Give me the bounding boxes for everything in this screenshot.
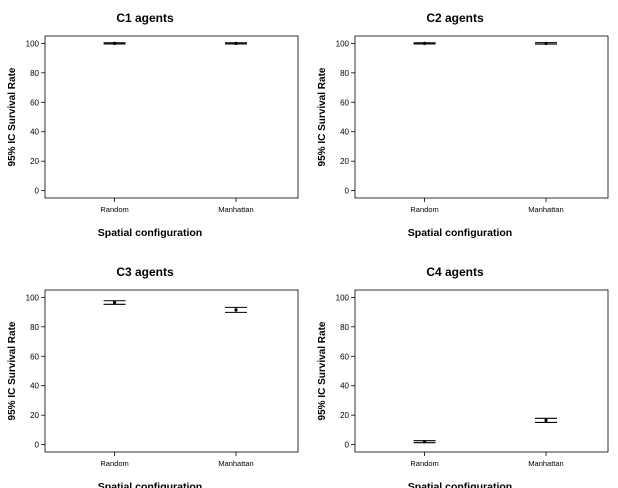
y-tick-label: 40 bbox=[340, 128, 349, 137]
mean-point bbox=[234, 308, 238, 312]
chart-title: C2 agents bbox=[426, 11, 484, 25]
error-bar-random bbox=[103, 300, 126, 305]
x-tick-label: Manhattan bbox=[528, 205, 563, 214]
y-tick-label: 100 bbox=[336, 293, 350, 302]
y-tick-label: 40 bbox=[30, 382, 39, 391]
y-tick-label: 0 bbox=[345, 187, 350, 196]
x-axis-label: Spatial configuration bbox=[98, 481, 202, 488]
chart-panel-1: C1 agents 0 20 40 60 80 100 Random Manhattan Spat… bbox=[7, 11, 299, 239]
error-bar-manhattan bbox=[535, 41, 558, 45]
y-tick-label: 60 bbox=[340, 98, 349, 107]
x-tick-label: Manhattan bbox=[528, 459, 563, 468]
plot-frame bbox=[354, 35, 609, 199]
error-bar-manhattan bbox=[225, 41, 248, 45]
x-axis-label: Spatial configuration bbox=[408, 227, 512, 239]
error-bar-random bbox=[413, 440, 436, 444]
x-tick-label: Random bbox=[410, 205, 438, 214]
chart-title: C4 agents bbox=[426, 265, 484, 279]
chart-panel-4: C4 agents 0 20 40 60 80 100 Random Manhattan Spat… bbox=[317, 265, 609, 488]
y-tick-label: 40 bbox=[30, 128, 39, 137]
y-axis-label: 95% IC Survival Rate bbox=[7, 67, 18, 166]
y-tick-label: 60 bbox=[340, 352, 349, 361]
error-bar-manhattan bbox=[535, 417, 558, 423]
x-tick-label: Random bbox=[100, 205, 128, 214]
chart-title: C3 agents bbox=[116, 265, 174, 279]
x-tick-label: Manhattan bbox=[218, 205, 253, 214]
y-tick-label: 60 bbox=[30, 352, 39, 361]
chart-title: C1 agents bbox=[116, 11, 174, 25]
mean-point bbox=[422, 440, 427, 444]
plot-frame bbox=[354, 289, 609, 453]
y-tick-label: 60 bbox=[30, 98, 39, 107]
x-tick-label: Manhattan bbox=[218, 459, 253, 468]
y-axis-label: 95% IC Survival Rate bbox=[317, 67, 328, 166]
x-tick-label: Random bbox=[410, 459, 438, 468]
mean-point bbox=[112, 41, 117, 45]
mean-point bbox=[544, 418, 548, 422]
mean-point bbox=[112, 300, 117, 305]
y-tick-label: 80 bbox=[340, 69, 349, 78]
y-tick-label: 0 bbox=[345, 441, 350, 450]
y-axis-label: 95% IC Survival Rate bbox=[7, 321, 18, 420]
x-tick-label: Random bbox=[100, 459, 128, 468]
y-tick-label: 20 bbox=[340, 411, 349, 420]
y-axis-label: 95% IC Survival Rate bbox=[317, 321, 328, 420]
error-bar-manhattan bbox=[225, 306, 248, 313]
plot-frame bbox=[44, 35, 299, 199]
x-axis-label: Spatial configuration bbox=[98, 227, 202, 239]
mean-point bbox=[544, 41, 548, 45]
error-bar-random bbox=[413, 41, 436, 45]
y-tick-label: 40 bbox=[340, 382, 349, 391]
mean-point bbox=[422, 41, 427, 45]
y-tick-label: 80 bbox=[30, 323, 39, 332]
y-tick-label: 100 bbox=[26, 293, 40, 302]
x-axis-label: Spatial configuration bbox=[408, 481, 512, 488]
y-tick-label: 0 bbox=[35, 187, 40, 196]
mean-point bbox=[234, 41, 238, 45]
y-tick-label: 100 bbox=[336, 39, 350, 48]
plot-frame bbox=[44, 289, 299, 453]
chart-panel-2: C2 agents 0 20 40 60 80 100 Random Manhattan Spat… bbox=[317, 11, 609, 239]
y-tick-label: 100 bbox=[26, 39, 40, 48]
y-tick-label: 20 bbox=[30, 157, 39, 166]
y-tick-label: 0 bbox=[35, 441, 40, 450]
error-bar-random bbox=[103, 41, 126, 45]
chart-panel-3: C3 agents 0 20 40 60 80 100 Random Manhattan Spat… bbox=[7, 265, 299, 488]
y-tick-label: 20 bbox=[340, 157, 349, 166]
y-tick-label: 80 bbox=[30, 69, 39, 78]
y-tick-label: 20 bbox=[30, 411, 39, 420]
y-tick-label: 80 bbox=[340, 323, 349, 332]
